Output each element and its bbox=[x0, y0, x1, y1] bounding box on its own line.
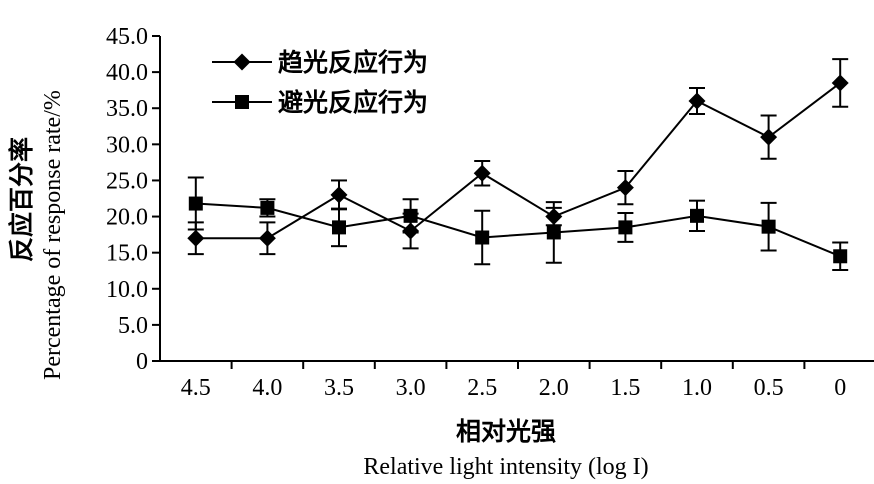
y-tick-label: 15.0 bbox=[106, 241, 148, 267]
series-2 bbox=[187, 176, 849, 271]
data-point bbox=[403, 208, 418, 223]
x-axis-label-en: Relative light intensity (log I) bbox=[363, 454, 648, 480]
y-axis-ticks: 0 5.0 10.0 15.0 20.0 25.0 30.0 35.0 40.0 45.0 bbox=[106, 24, 160, 375]
y-axis-label-en: Percentage of response rate/% bbox=[40, 90, 66, 380]
legend-label-1: 趋光反应行为 bbox=[278, 48, 428, 77]
x-tick-label: 3.5 bbox=[324, 375, 354, 401]
data-point bbox=[187, 229, 205, 247]
series-layer bbox=[187, 58, 849, 271]
data-point bbox=[473, 164, 491, 182]
y-tick-label: 45.0 bbox=[106, 24, 148, 50]
y-tick-label: 0 bbox=[136, 349, 148, 375]
data-point bbox=[475, 230, 490, 245]
data-point bbox=[690, 208, 704, 223]
y-tick-label: 35.0 bbox=[106, 96, 148, 122]
x-axis-ticks: 4.5 4.0 3.5 3.0 2.5 2.0 1.5 1.0 0.5 0 bbox=[181, 361, 846, 401]
data-point bbox=[332, 220, 346, 235]
data-point bbox=[618, 220, 633, 235]
data-point bbox=[761, 219, 776, 234]
x-tick-label: 0.5 bbox=[754, 375, 784, 401]
x-tick-label: 2.5 bbox=[467, 375, 497, 401]
data-point bbox=[760, 128, 778, 146]
x-tick-label: 4.0 bbox=[252, 375, 282, 401]
data-point bbox=[258, 229, 276, 247]
y-tick-label: 10.0 bbox=[106, 277, 148, 303]
legend: 趋光反应行为 避光反应行为 bbox=[212, 48, 428, 117]
legend-marker-square bbox=[235, 95, 249, 109]
legend-label-2: 避光反应行为 bbox=[278, 88, 428, 117]
data-point bbox=[260, 200, 275, 215]
y-axis-label-cn: 反应百分率 bbox=[7, 137, 36, 262]
x-tick-label: 0 bbox=[834, 375, 846, 401]
data-point bbox=[833, 249, 848, 264]
x-tick-label: 1.5 bbox=[610, 375, 640, 401]
data-point bbox=[330, 186, 348, 204]
x-axis-label-cn: 相对光强 bbox=[456, 417, 556, 446]
series-line bbox=[195, 202, 841, 258]
y-tick-label: 25.0 bbox=[106, 168, 148, 194]
y-tick-label: 20.0 bbox=[106, 205, 148, 231]
x-tick-label: 4.5 bbox=[181, 375, 211, 401]
y-tick-label: 40.0 bbox=[106, 60, 148, 86]
legend-marker-diamond bbox=[233, 53, 251, 71]
y-tick-label: 30.0 bbox=[106, 132, 148, 158]
data-point bbox=[188, 196, 203, 211]
data-point bbox=[546, 225, 561, 240]
x-tick-label: 3.0 bbox=[396, 375, 426, 401]
data-point bbox=[831, 74, 849, 92]
x-tick-label: 2.0 bbox=[539, 375, 569, 401]
data-point bbox=[688, 92, 706, 110]
data-point bbox=[616, 179, 634, 197]
x-tick-label: 1.0 bbox=[682, 375, 712, 401]
series-line bbox=[195, 82, 841, 240]
y-tick-label: 5.0 bbox=[118, 313, 148, 339]
